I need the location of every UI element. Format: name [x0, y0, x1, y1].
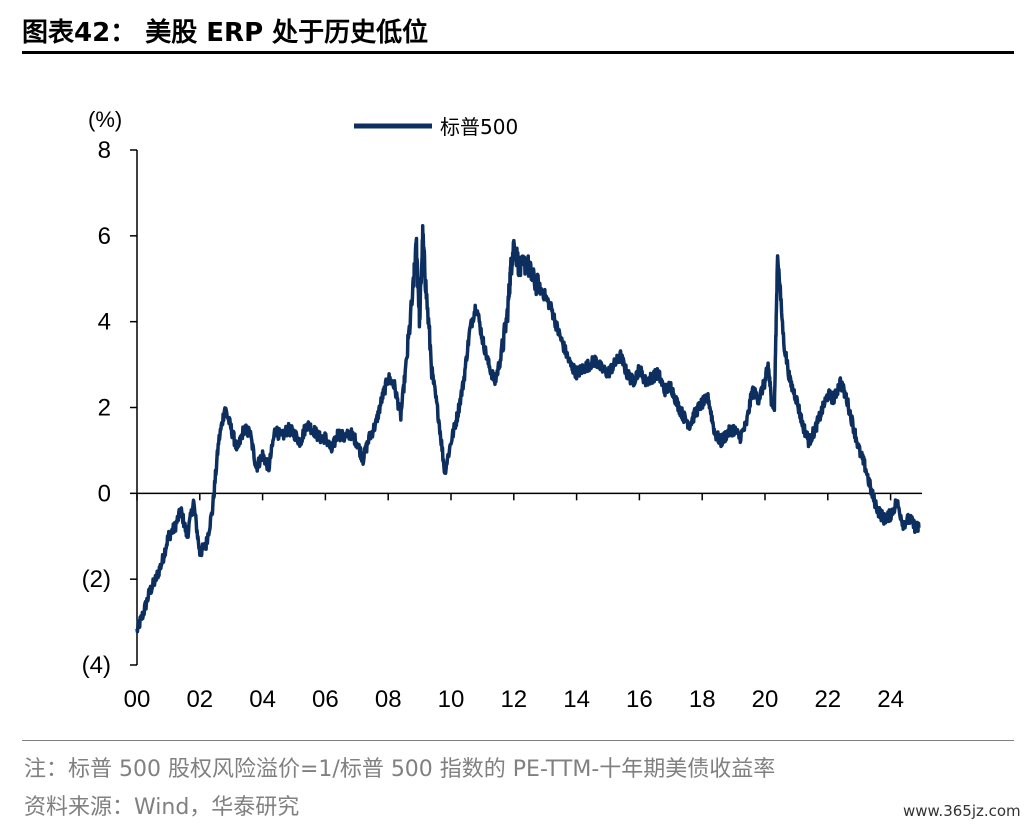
- chart-title: 图表42： 美股 ERP 处于历史低位: [22, 18, 429, 48]
- y-tick-label: 8: [98, 137, 111, 164]
- x-tick-label: 24: [877, 686, 904, 713]
- x-tick-label: 10: [438, 686, 465, 713]
- footer-divider: [22, 740, 1014, 741]
- legend-label: 标普500: [440, 115, 518, 139]
- data-source: 资料来源：Wind，华泰研究: [24, 795, 300, 820]
- y-tick-label: (4): [82, 652, 111, 679]
- site-watermark: www.365jz.com: [903, 802, 1021, 820]
- x-tick-label: 16: [626, 686, 653, 713]
- x-tick-label: 08: [375, 686, 402, 713]
- chart-axes: [136, 150, 922, 665]
- x-tick-label: 14: [563, 686, 590, 713]
- y-tick-label: (2): [82, 566, 111, 593]
- series-line-sp500: [135, 224, 921, 634]
- x-tick-label: 22: [814, 686, 841, 713]
- x-tick-label: 06: [312, 686, 339, 713]
- x-tick-label: 18: [689, 686, 716, 713]
- x-tick-label: 00: [124, 686, 151, 713]
- y-tick-label: 4: [98, 309, 111, 336]
- x-tick-label: 20: [752, 686, 779, 713]
- y-tick-label: 2: [98, 395, 111, 422]
- title-underline: [22, 51, 1014, 54]
- footnote: 注：标普 500 股权风险溢价=1/标普 500 指数的 PE-TTM-十年期美…: [24, 757, 776, 782]
- y-tick-label: 6: [98, 223, 111, 250]
- chart-legend: 标普500: [354, 115, 518, 139]
- x-tick-label: 02: [186, 686, 213, 713]
- x-tick-label: 12: [500, 686, 527, 713]
- chart-series: [135, 224, 921, 634]
- y-axis-unit: (%): [88, 107, 122, 132]
- x-tick-label: 04: [249, 686, 276, 713]
- y-tick-label: 0: [98, 480, 111, 507]
